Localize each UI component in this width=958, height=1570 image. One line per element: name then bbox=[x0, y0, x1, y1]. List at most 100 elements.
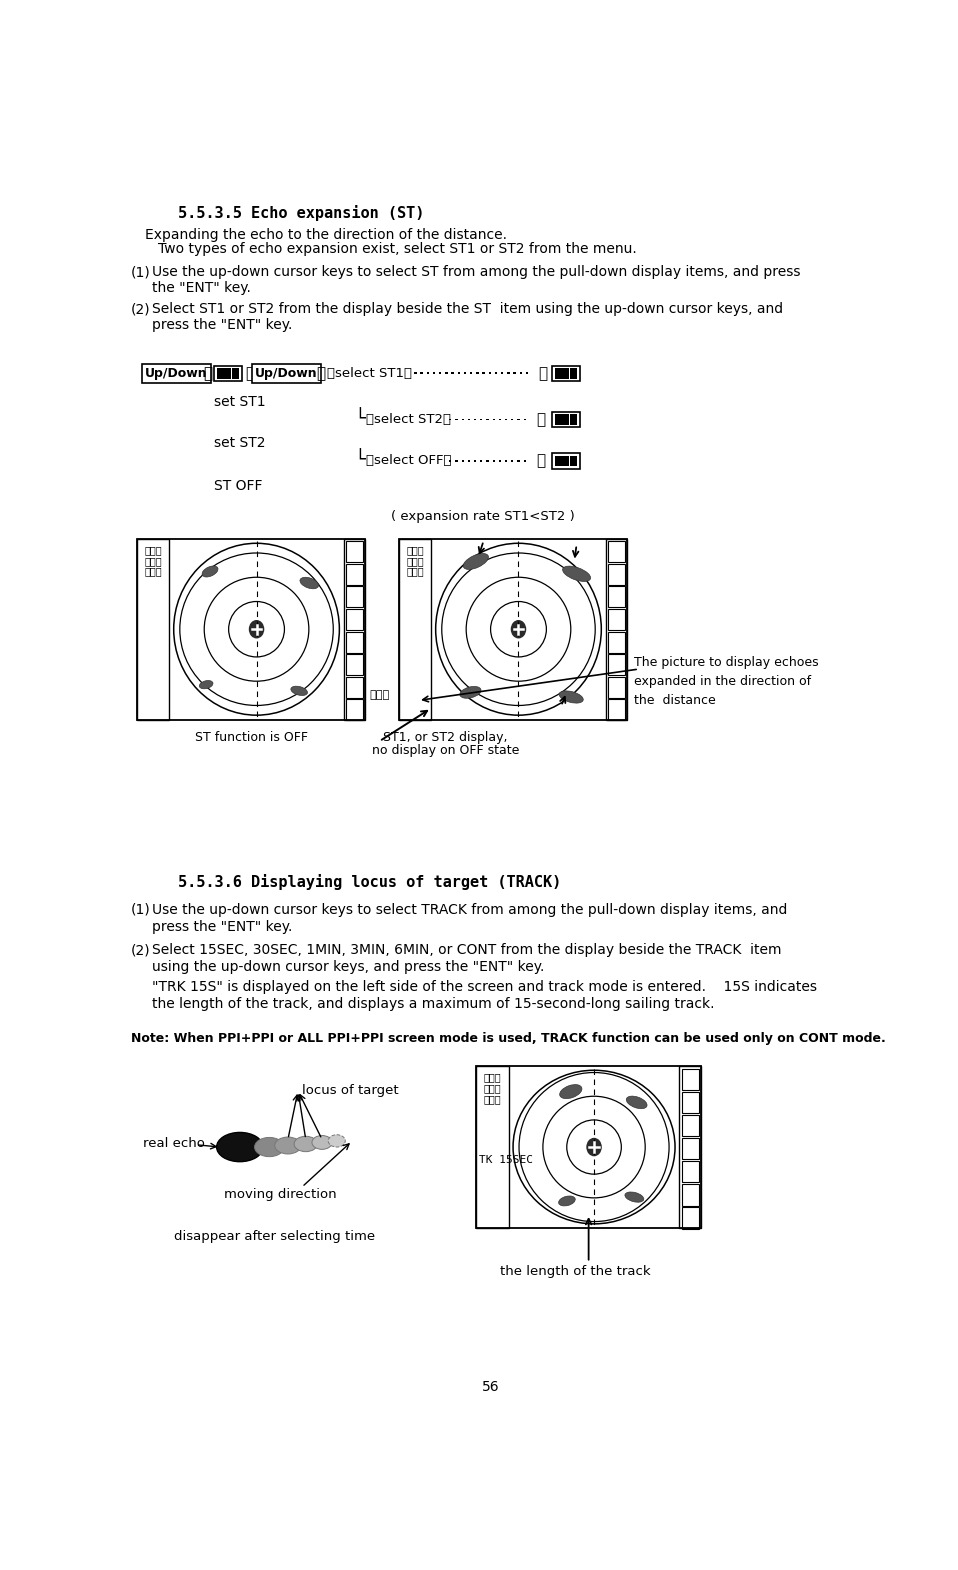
Text: Up/Down: Up/Down bbox=[255, 367, 318, 380]
Bar bbox=[570, 367, 577, 378]
Ellipse shape bbox=[291, 686, 308, 696]
Text: ──────────────────: ────────────────── bbox=[414, 369, 536, 378]
Ellipse shape bbox=[559, 1196, 575, 1206]
Bar bbox=[608, 655, 625, 675]
Ellipse shape bbox=[312, 1135, 332, 1149]
Bar bbox=[682, 1207, 698, 1229]
Bar bbox=[346, 542, 363, 562]
Text: ST1, or ST2 display,: ST1, or ST2 display, bbox=[383, 732, 508, 744]
Text: 5.5.3.6 Displaying locus of target (TRACK): 5.5.3.6 Displaying locus of target (TRAC… bbox=[178, 873, 561, 890]
Text: Note: When PPI+PPI or ALL PPI+PPI screen mode is used, TRACK function can be use: Note: When PPI+PPI or ALL PPI+PPI screen… bbox=[130, 1031, 885, 1044]
Text: press the "ENT" key.: press the "ENT" key. bbox=[152, 317, 293, 331]
Text: (1): (1) bbox=[130, 903, 150, 917]
Text: ．７５: ．７５ bbox=[484, 1072, 501, 1082]
Bar bbox=[476, 1066, 509, 1228]
Text: Use the up-down cursor keys to select ST from among the pull-down display items,: Use the up-down cursor keys to select ST… bbox=[152, 265, 801, 279]
Bar bbox=[344, 539, 365, 719]
Text: （select ST1）: （select ST1） bbox=[328, 367, 413, 380]
Bar bbox=[346, 677, 363, 697]
Text: the length of the track: the length of the track bbox=[499, 1265, 650, 1278]
Bar bbox=[346, 564, 363, 584]
Bar bbox=[346, 699, 363, 721]
Text: locus of target: locus of target bbox=[302, 1085, 399, 1097]
Text: └: └ bbox=[354, 410, 365, 429]
Bar bbox=[570, 414, 577, 425]
Text: ．２５: ．２５ bbox=[406, 556, 423, 565]
Bar bbox=[399, 539, 431, 719]
Text: press the "ENT" key.: press the "ENT" key. bbox=[152, 920, 293, 934]
Text: －: － bbox=[245, 366, 255, 380]
Text: －: － bbox=[536, 411, 546, 427]
Ellipse shape bbox=[559, 691, 583, 703]
Text: ．２５: ．２５ bbox=[484, 1083, 501, 1093]
Text: Two types of echo expansion exist, select ST1 or ST2 from the menu.: Two types of echo expansion exist, selec… bbox=[158, 242, 637, 256]
Text: ．７５: ．７５ bbox=[145, 545, 162, 554]
Text: ＨＵ＋: ＨＵ＋ bbox=[145, 567, 162, 576]
Ellipse shape bbox=[625, 1192, 644, 1203]
Text: Up/Down: Up/Down bbox=[145, 367, 208, 380]
Bar bbox=[552, 411, 581, 427]
Bar bbox=[346, 655, 363, 675]
Ellipse shape bbox=[300, 578, 318, 589]
Text: －: － bbox=[536, 454, 546, 468]
Bar bbox=[605, 539, 627, 719]
Text: ＳＴ１: ＳＴ１ bbox=[369, 691, 390, 700]
Text: ．２５: ．２５ bbox=[145, 556, 162, 565]
Text: ST OFF: ST OFF bbox=[215, 479, 262, 493]
Ellipse shape bbox=[199, 680, 213, 689]
Ellipse shape bbox=[460, 686, 481, 699]
Bar bbox=[224, 367, 231, 378]
Text: set ST2: set ST2 bbox=[215, 436, 265, 451]
Bar bbox=[346, 631, 363, 653]
Text: the "ENT" key.: the "ENT" key. bbox=[152, 281, 251, 295]
Ellipse shape bbox=[275, 1137, 301, 1154]
Ellipse shape bbox=[255, 1137, 285, 1157]
Bar bbox=[215, 366, 242, 382]
Bar bbox=[679, 1066, 701, 1228]
Text: ．７５: ．７５ bbox=[406, 545, 423, 554]
Bar bbox=[562, 367, 569, 378]
Bar bbox=[608, 586, 625, 608]
Bar bbox=[608, 542, 625, 562]
Bar bbox=[570, 455, 577, 466]
Ellipse shape bbox=[464, 554, 489, 570]
Ellipse shape bbox=[329, 1135, 345, 1148]
Bar bbox=[608, 609, 625, 630]
Text: ──────────────────: ────────────────── bbox=[449, 414, 571, 424]
Bar bbox=[562, 455, 569, 466]
Text: real echo: real echo bbox=[143, 1137, 205, 1149]
Text: －: － bbox=[538, 366, 547, 380]
Text: └: └ bbox=[354, 452, 365, 469]
Ellipse shape bbox=[586, 1138, 602, 1156]
Bar bbox=[682, 1069, 698, 1090]
Text: －: － bbox=[316, 366, 326, 380]
Ellipse shape bbox=[511, 620, 526, 639]
Text: The picture to display echoes
expanded in the direction of
the  distance: The picture to display echoes expanded i… bbox=[633, 656, 818, 708]
Text: ST function is OFF: ST function is OFF bbox=[194, 732, 308, 744]
Text: ＨＵ＋: ＨＵ＋ bbox=[406, 567, 423, 576]
Text: （select OFF）: （select OFF） bbox=[366, 454, 452, 468]
Bar bbox=[552, 454, 581, 469]
Text: moving direction: moving direction bbox=[224, 1188, 337, 1201]
Bar bbox=[682, 1138, 698, 1159]
Bar bbox=[232, 367, 240, 378]
Text: ──────────────────: ────────────────── bbox=[449, 455, 571, 466]
Text: （select ST2）: （select ST2） bbox=[366, 413, 451, 425]
Bar bbox=[346, 586, 363, 608]
Text: 56: 56 bbox=[482, 1380, 500, 1394]
Bar bbox=[137, 539, 170, 719]
Text: Expanding the echo to the direction of the distance.: Expanding the echo to the direction of t… bbox=[145, 229, 507, 242]
Ellipse shape bbox=[559, 1085, 582, 1099]
Text: the length of the track, and displays a maximum of 15-second-long sailing track.: the length of the track, and displays a … bbox=[152, 997, 715, 1011]
Bar bbox=[555, 367, 561, 378]
Text: (1): (1) bbox=[130, 265, 150, 279]
Bar bbox=[137, 539, 365, 719]
Ellipse shape bbox=[202, 565, 218, 578]
Bar bbox=[476, 1066, 701, 1228]
Bar bbox=[608, 677, 625, 697]
Text: TK 15SEC: TK 15SEC bbox=[479, 1156, 533, 1165]
Ellipse shape bbox=[294, 1137, 317, 1152]
Text: Select 15SEC, 30SEC, 1MIN, 3MIN, 6MIN, or CONT from the display beside the TRACK: Select 15SEC, 30SEC, 1MIN, 3MIN, 6MIN, o… bbox=[152, 944, 782, 958]
Text: set ST1: set ST1 bbox=[215, 394, 266, 408]
Ellipse shape bbox=[249, 620, 264, 639]
